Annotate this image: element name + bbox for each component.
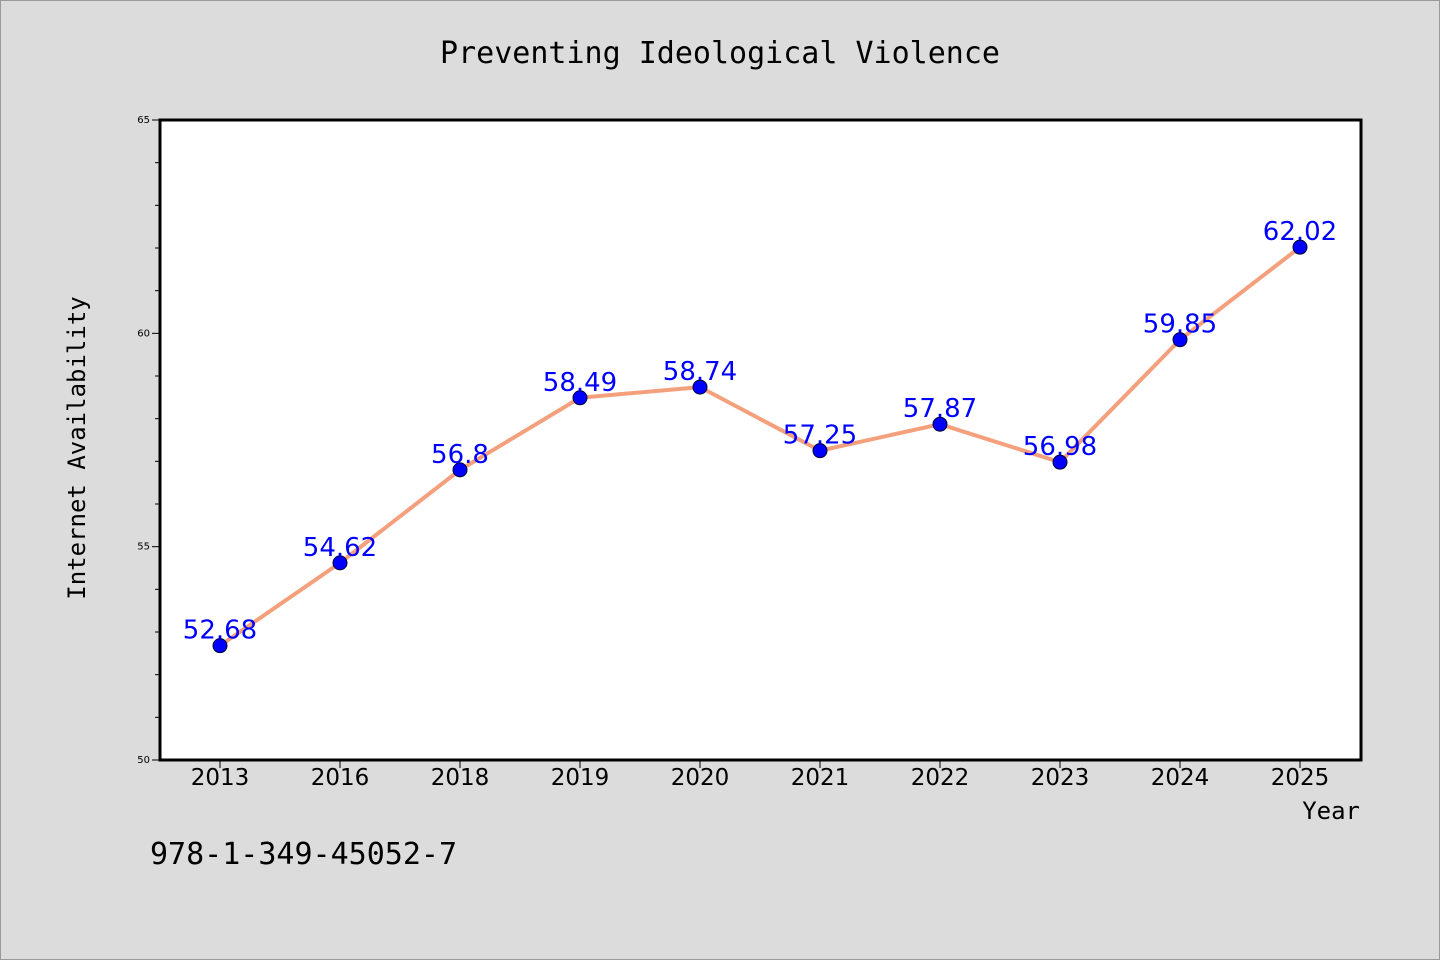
x-tick-label: 2024	[1151, 765, 1210, 791]
x-tick-label: 2018	[431, 765, 490, 791]
data-point-marker	[1172, 332, 1188, 348]
data-label: 52.68	[183, 616, 257, 646]
x-axis: 2013 2016 2018 2019 2020 2021 2022 2023 2024 2025	[191, 760, 1330, 791]
data-label: 59.85	[1143, 310, 1217, 340]
data-point-marker	[812, 443, 828, 459]
data-point-marker	[332, 555, 348, 571]
data-label: 58.74	[663, 357, 737, 387]
y-axis: 50 55 60 65	[137, 115, 160, 766]
data-label: 56.8	[431, 440, 489, 470]
data-point-marker	[932, 416, 948, 432]
data-label: 56.98	[1023, 432, 1097, 462]
x-tick-label: 2013	[191, 765, 250, 791]
series-layer: 52.68 54.62 56.8 58.49 58.74 57.25 57.87 56.98 5…	[183, 217, 1337, 654]
y-axis-label: Internet Availability	[63, 296, 91, 599]
x-axis-label: Year	[1302, 797, 1360, 825]
x-tick-label: 2020	[671, 765, 730, 791]
data-label: 54.62	[303, 533, 377, 563]
data-label: 62.02	[1263, 217, 1337, 247]
data-point-marker	[572, 390, 588, 406]
x-tick-label: 2022	[911, 765, 970, 791]
data-label: 57.87	[903, 394, 977, 424]
x-tick-label: 2016	[311, 765, 370, 791]
data-point-marker	[1292, 239, 1308, 255]
y-tick-label: 55	[137, 542, 150, 553]
data-label: 58.49	[543, 368, 617, 398]
plot-area	[158, 118, 1363, 762]
y-tick-label: 50	[137, 755, 150, 766]
data-label: 57.25	[783, 421, 857, 451]
x-tick-label: 2019	[551, 765, 610, 791]
x-tick-label: 2025	[1271, 765, 1330, 791]
x-tick-label: 2023	[1031, 765, 1090, 791]
data-point-marker	[212, 638, 228, 654]
isbn-annotation: 978-1-349-45052-7	[150, 837, 457, 872]
data-point-marker	[1052, 454, 1068, 470]
x-tick-label: 2021	[791, 765, 850, 791]
y-tick-label: 65	[137, 115, 150, 126]
y-tick-label: 60	[137, 328, 150, 339]
data-point-marker	[452, 462, 468, 478]
series-line	[218, 245, 1302, 648]
chart-title: Preventing Ideological Violence	[440, 36, 1000, 71]
data-point-marker	[692, 379, 708, 395]
